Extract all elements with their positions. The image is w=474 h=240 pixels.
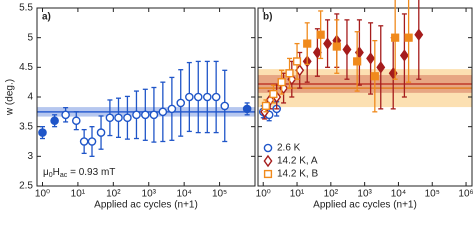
- marker: [366, 52, 376, 65]
- y-tick-label: 3: [27, 151, 33, 162]
- x-tick-label: 10²: [106, 189, 121, 200]
- y-tick-label: 4: [27, 92, 33, 103]
- legend-label: 14.2 K, B: [277, 169, 318, 180]
- marker: [167, 104, 177, 114]
- field-annotation: μ0Hac = 0.93 mT: [43, 167, 115, 179]
- legend-marker: [263, 143, 273, 153]
- marker: [211, 92, 221, 102]
- marker: [303, 39, 312, 48]
- marker: [158, 107, 168, 117]
- marker: [332, 42, 341, 51]
- marker: [50, 116, 59, 126]
- x-tick-label: 10¹: [71, 189, 86, 200]
- x-tick-label: 10⁶: [458, 189, 473, 200]
- marker: [414, 28, 424, 41]
- marker: [79, 137, 89, 146]
- marker: [376, 61, 386, 74]
- marker: [292, 57, 302, 66]
- marker: [285, 69, 294, 78]
- figure: 2.5 3 3.5 4 4.5 5 5.5 10⁰ 10¹ 10² 10³ 10⁴ 10⁵ Applied…: [5, 0, 474, 211]
- y-tick-label: 4.5: [19, 62, 33, 73]
- marker: [242, 104, 252, 114]
- marker: [202, 92, 212, 102]
- x-tick-label: 10¹: [290, 189, 305, 200]
- marker: [316, 30, 325, 39]
- y-tick-label: 5: [27, 32, 33, 43]
- marker: [265, 93, 275, 107]
- annotation-part: 0: [49, 172, 53, 179]
- legend-marker: [263, 169, 273, 179]
- marker: [61, 110, 70, 120]
- annotation-part: μ: [43, 167, 49, 178]
- x-tick-label: 10⁵: [212, 189, 227, 200]
- marker: [342, 43, 352, 56]
- x-axis-title: Applied ac cycles (n+1): [313, 200, 417, 211]
- marker: [176, 98, 186, 108]
- panel-label: a): [42, 12, 51, 23]
- marker: [370, 72, 379, 81]
- x-tick-label: 10²: [324, 189, 339, 200]
- marker: [38, 128, 47, 137]
- marker: [323, 37, 333, 50]
- marker: [96, 128, 106, 137]
- marker: [399, 49, 409, 62]
- marker: [220, 101, 230, 111]
- marker: [105, 113, 115, 123]
- marker: [185, 92, 194, 102]
- annotation-part: ac: [60, 172, 68, 179]
- marker: [353, 57, 362, 66]
- annotation-part: H: [53, 167, 60, 178]
- marker: [391, 33, 400, 42]
- marker: [261, 101, 271, 111]
- marker: [277, 78, 286, 87]
- marker: [132, 110, 141, 120]
- marker: [193, 92, 203, 102]
- marker: [71, 116, 81, 126]
- x-tick-label: 10³: [357, 189, 372, 200]
- marker: [87, 137, 97, 146]
- x-tick-label: 10⁵: [425, 189, 440, 200]
- x-tick-label: 10³: [142, 189, 157, 200]
- y-tick-label: 2.5: [19, 181, 33, 192]
- x-tick-label: 10⁰: [35, 189, 50, 200]
- x-tick-label: 10⁴: [176, 189, 191, 200]
- plot-frame: [36, 7, 256, 187]
- marker: [149, 110, 159, 120]
- marker: [114, 113, 123, 123]
- x-tick-label: 10⁴: [391, 189, 406, 200]
- panel-label: b): [263, 12, 272, 23]
- marker: [312, 46, 322, 59]
- marker: [141, 110, 150, 120]
- legend-marker: [263, 154, 273, 168]
- y-tick-label: 5.5: [19, 3, 33, 14]
- legend-label: 2.6 K: [277, 143, 301, 154]
- marker: [123, 113, 132, 123]
- x-tick-label: 10⁰: [256, 189, 271, 200]
- marker: [269, 89, 278, 99]
- marker: [404, 33, 413, 42]
- y-tick-label: 3.5: [19, 121, 33, 132]
- annotation-part: = 0.93 mT: [67, 167, 115, 178]
- x-axis-title: Applied ac cycles (n+1): [94, 200, 198, 211]
- legend-label: 14.2 K, A: [277, 156, 318, 167]
- y-axis-title: w (deg.): [5, 79, 16, 116]
